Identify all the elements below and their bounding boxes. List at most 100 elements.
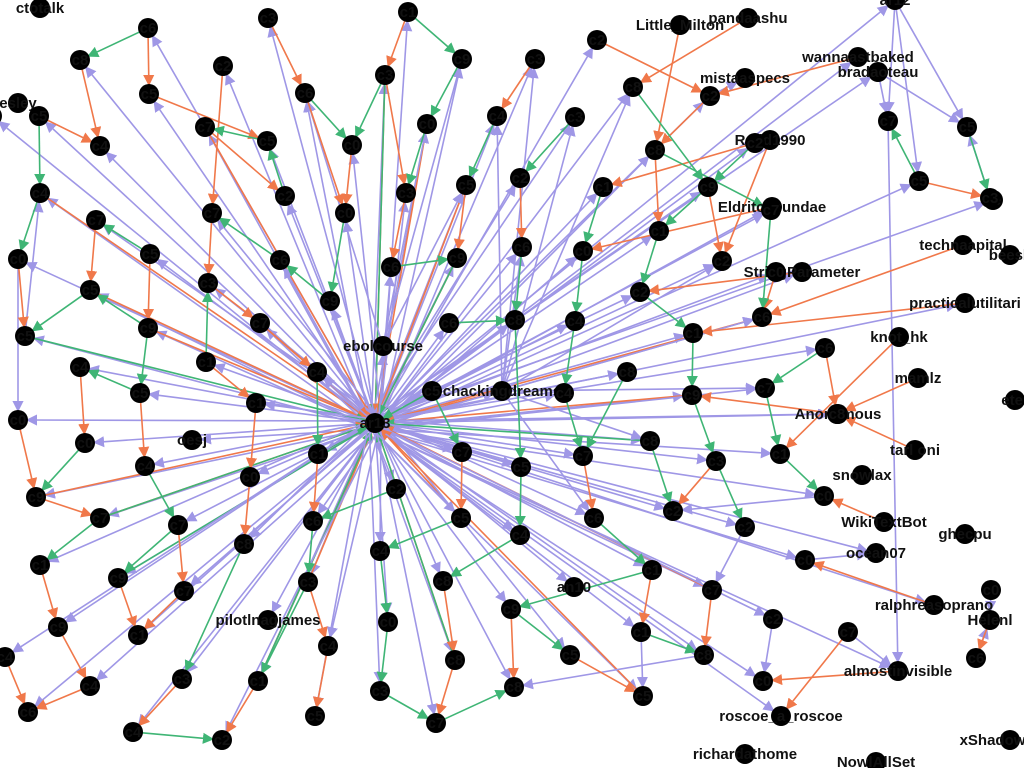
node-c51[interactable]: c2 (630, 282, 650, 302)
node-dot-n_tarl[interactable] (905, 440, 925, 460)
node-dot-c95[interactable] (234, 534, 254, 554)
node-dot-c40[interactable] (270, 250, 290, 270)
node-dot-c82[interactable] (770, 444, 790, 464)
node-c111[interactable]: c0 (378, 612, 398, 632)
node-c12[interactable]: c8 (623, 77, 643, 97)
node-dot-c101[interactable] (298, 572, 318, 592)
node-dot-c32[interactable] (86, 210, 106, 230)
node-dot-c46[interactable] (80, 280, 100, 300)
node-c43[interactable]: c2 (712, 251, 732, 271)
node-n_xshadow[interactable]: xShadowPicla (960, 730, 1024, 750)
node-c108[interactable]: c2 (763, 609, 783, 629)
node-dot-c38[interactable] (512, 237, 532, 257)
node-c80[interactable]: c8 (640, 431, 660, 451)
node-c67[interactable]: c4 (554, 383, 574, 403)
node-dot-c99[interactable] (108, 568, 128, 588)
node-dot-c44[interactable] (140, 244, 160, 264)
node-dot-c107[interactable] (128, 625, 148, 645)
node-c93[interactable]: c7 (168, 515, 188, 535)
node-dot-c6[interactable] (375, 65, 395, 85)
node-dot-c22[interactable] (645, 140, 665, 160)
node-dot-c89[interactable] (814, 486, 834, 506)
node-dot-c127[interactable] (123, 722, 143, 742)
node-c36[interactable]: c5 (909, 171, 929, 191)
node-n_string[interactable]: StringParameter (744, 262, 861, 282)
node-dot-c72[interactable] (755, 378, 775, 398)
node-dot-c119[interactable] (80, 676, 100, 696)
node-c118[interactable]: c4 (0, 647, 15, 667)
node-dot-c92[interactable] (735, 517, 755, 537)
node-dot-c81[interactable] (706, 451, 726, 471)
node-c84[interactable]: c0 (240, 467, 260, 487)
node-c10[interactable]: c5 (139, 84, 159, 104)
node-dot-c109[interactable] (838, 622, 858, 642)
node-dot-c12[interactable] (623, 77, 643, 97)
node-c105[interactable]: c0 (981, 580, 1001, 600)
node-dot-n_xshadow[interactable] (1000, 730, 1020, 750)
node-dot-c97[interactable] (795, 550, 815, 570)
node-dot-c86[interactable] (451, 508, 471, 528)
node-dot-n_n[interactable] (0, 106, 2, 126)
node-dot-c87[interactable] (584, 508, 604, 528)
node-dot-c68[interactable] (130, 383, 150, 403)
node-dot-c93[interactable] (168, 515, 188, 535)
node-dot-c108[interactable] (763, 609, 783, 629)
node-c59[interactable]: c1 (683, 323, 703, 343)
node-dot-c78[interactable] (511, 457, 531, 477)
node-c72[interactable]: c7 (755, 378, 775, 398)
node-dot-c45[interactable] (8, 249, 28, 269)
node-dot-c100[interactable] (174, 581, 194, 601)
node-dot-c128[interactable] (212, 730, 232, 750)
node-dot-n_ebolcourse[interactable] (373, 336, 393, 356)
node-c71[interactable]: c9 (682, 385, 702, 405)
node-c130[interactable]: c7 (426, 713, 446, 733)
node-n_beesk[interactable]: beesk (989, 245, 1024, 265)
node-dot-n_pand[interactable] (738, 8, 758, 28)
node-c79[interactable]: c7 (573, 446, 593, 466)
node-c65[interactable]: c4 (307, 362, 327, 382)
node-n_techno[interactable]: technaapital (919, 235, 1007, 255)
node-dot-n_wesley[interactable] (8, 93, 28, 113)
node-c15[interactable]: c4 (90, 136, 110, 156)
node-c119[interactable]: c4 (80, 676, 100, 696)
node-c48[interactable]: c3 (198, 273, 218, 293)
node-dot-c27[interactable] (396, 183, 416, 203)
node-dot-c33[interactable] (30, 183, 50, 203)
node-c21[interactable]: c3 (565, 107, 585, 127)
node-dot-c66[interactable] (422, 381, 442, 401)
node-dot-c48[interactable] (198, 273, 218, 293)
node-c17[interactable]: c5 (257, 131, 277, 151)
node-c120[interactable]: c3 (172, 669, 192, 689)
node-dot-c69[interactable] (8, 410, 28, 430)
node-dot-n_ar13[interactable] (365, 413, 385, 433)
node-c104[interactable]: c7 (702, 580, 722, 600)
node-dot-c120[interactable] (172, 669, 192, 689)
node-c107[interactable]: c1 (128, 625, 148, 645)
node-c66[interactable]: c5 (422, 381, 442, 401)
node-dot-c17[interactable] (257, 131, 277, 151)
node-n_hacking[interactable]: chackingdreams (443, 381, 561, 401)
node-c61[interactable]: c6 (815, 338, 835, 358)
node-dot-c16[interactable] (195, 117, 215, 137)
node-c128[interactable]: c2 (212, 730, 232, 750)
node-c53[interactable]: c7 (250, 313, 270, 333)
node-dot-c61[interactable] (815, 338, 835, 358)
node-dot-n_beesk[interactable] (1000, 245, 1020, 265)
node-c57[interactable]: c8 (505, 310, 525, 330)
node-dot-n_eter[interactable] (1005, 390, 1024, 410)
node-c52[interactable]: c0 (766, 262, 786, 282)
node-c64[interactable]: c8 (617, 362, 637, 382)
node-c23[interactable]: c2 (745, 133, 765, 153)
node-n_mista[interactable]: mistaaspecs (700, 68, 790, 88)
node-dot-n_brad[interactable] (868, 62, 888, 82)
node-c40[interactable]: c6 (270, 250, 290, 270)
node-dot-n_roscoe[interactable] (771, 706, 791, 726)
node-dot-c126[interactable] (18, 702, 38, 722)
node-dot-c47[interactable] (761, 200, 781, 220)
node-dot-c64[interactable] (617, 362, 637, 382)
node-dot-c111[interactable] (378, 612, 398, 632)
node-c101[interactable]: c3 (298, 572, 318, 592)
node-c115[interactable]: c5 (560, 645, 580, 665)
node-c32[interactable]: c7 (86, 210, 106, 230)
node-dot-c74[interactable] (75, 433, 95, 453)
